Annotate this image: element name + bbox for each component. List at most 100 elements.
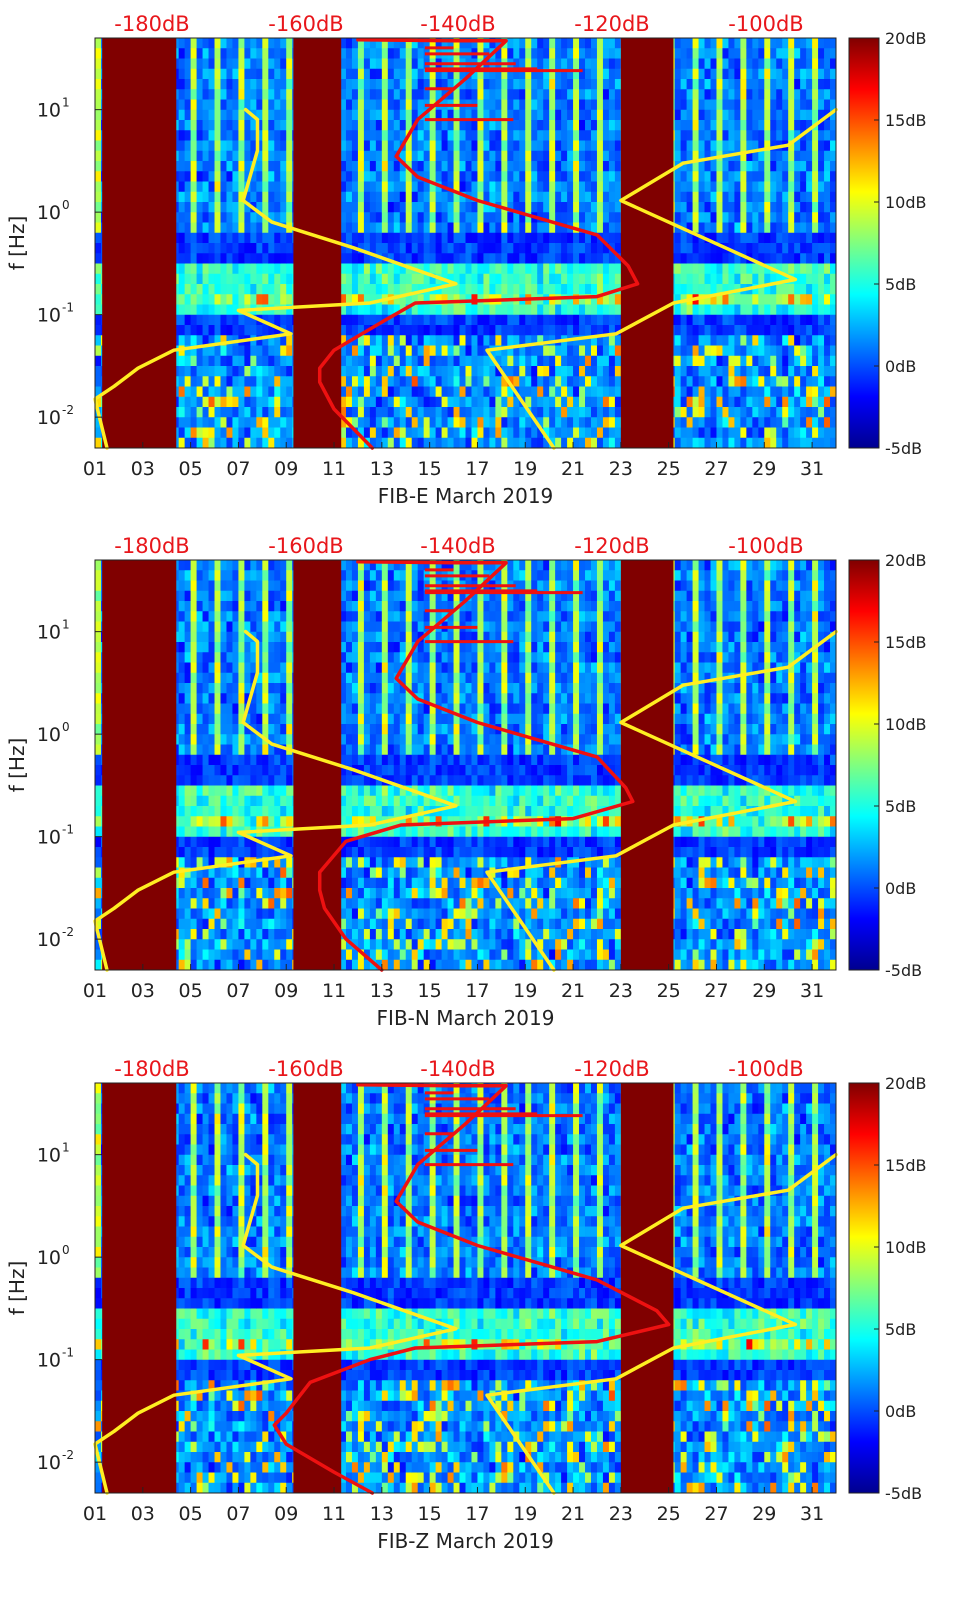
spectrogram-cell (286, 109, 293, 121)
spectrogram-cell (357, 263, 365, 275)
spectrogram-cell (567, 304, 574, 316)
spectrogram-cell (363, 68, 371, 80)
spectrogram-cell (489, 191, 496, 203)
spectrogram-cell (537, 417, 544, 428)
spectrogram-cell (573, 437, 580, 449)
spectrogram-cell (357, 109, 365, 121)
spectrogram-cell (393, 366, 401, 377)
spectrogram-cell (417, 191, 425, 203)
spectrogram-cell (381, 150, 389, 162)
spectrogram-cell (788, 396, 795, 408)
spectrogram-cell (794, 140, 801, 152)
spectrogram-cell (507, 243, 514, 254)
x-tick-label: 03 (131, 458, 155, 480)
spectrogram-cell (734, 355, 741, 367)
spectrogram-cell (674, 181, 682, 193)
spectrogram-cell (722, 232, 729, 244)
spectrogram-cell (477, 140, 484, 152)
spectrogram-cell (375, 48, 383, 59)
spectrogram-cell (220, 325, 227, 336)
spectrogram-cell (345, 130, 353, 141)
spectrogram-cell (507, 140, 514, 152)
spectrogram-cell (704, 222, 711, 234)
spectrogram-cell (393, 335, 401, 346)
spectrogram-cell (686, 304, 693, 316)
spectrogram-cell (214, 191, 221, 203)
spectrogram-cell (692, 335, 699, 346)
spectrogram-cell (471, 253, 478, 264)
spectrogram-cell (238, 58, 245, 70)
spectrogram-cell (262, 243, 269, 254)
spectrogram-cell (740, 89, 747, 100)
spectrogram-cell (369, 417, 377, 428)
spectrogram-cell (788, 253, 795, 264)
spectrogram-cell (740, 109, 747, 121)
spectrogram-cell (214, 120, 221, 131)
spectrogram-cell (830, 38, 837, 49)
spectrogram-cell (614, 325, 622, 336)
spectrogram-cell (423, 335, 431, 346)
spectrogram-cell (477, 273, 484, 285)
spectrogram-cell (608, 38, 616, 49)
spectrogram-cell (405, 171, 413, 182)
spectrogram-cell (585, 161, 592, 172)
spectrogram-cell (405, 150, 413, 162)
spectrogram-cell (202, 120, 209, 131)
spectrogram-cell (393, 38, 401, 49)
spectrogram-cell (393, 437, 401, 449)
spectrogram-cell (441, 161, 448, 172)
spectrogram-cell (453, 294, 460, 305)
spectrogram-cell (573, 376, 580, 387)
spectrogram-cell (340, 325, 347, 336)
spectrogram-cell (190, 120, 197, 131)
spectrogram-cell (238, 345, 245, 357)
spectrogram-cell (722, 222, 729, 234)
spectrogram-cell (345, 427, 353, 439)
spectrogram-cell (286, 89, 293, 100)
spectrogram-cell (728, 232, 735, 244)
spectrogram-cell (800, 232, 807, 244)
spectrogram-cell (459, 171, 466, 182)
spectrogram-cell (680, 284, 688, 295)
spectrogram-cell (220, 263, 227, 275)
spectrogram-cell (178, 376, 186, 387)
spectrogram-cell (698, 294, 705, 305)
spectrogram-cell (519, 345, 526, 357)
spectrogram-cell (674, 253, 682, 264)
spectrogram-cell (614, 345, 622, 357)
spectrogram-cell (507, 48, 514, 59)
spectrogram-cell (465, 437, 472, 449)
spectrogram-cell (824, 212, 831, 223)
spectrogram-cell (585, 304, 592, 316)
spectrogram-cell (614, 335, 622, 346)
spectrogram-cell (244, 89, 251, 100)
spectrogram-cell (501, 212, 508, 223)
spectrogram-cell (405, 109, 413, 121)
spectrogram-cell (208, 355, 215, 367)
spectrogram-cell (555, 140, 562, 152)
spectrogram-cell (824, 161, 831, 172)
spectrogram-cell (268, 140, 275, 152)
spectrogram-cell (226, 68, 233, 80)
spectrogram-cell (537, 243, 544, 254)
spectrogram-cell (441, 222, 448, 234)
spectrogram-cell (710, 222, 717, 234)
spectrogram-cell (202, 161, 209, 172)
spectrogram-cell (812, 284, 819, 295)
spectrogram-cell (184, 284, 192, 295)
spectrogram-cell (393, 355, 401, 367)
spectrogram-cell (770, 181, 777, 193)
spectrogram-cell (477, 109, 484, 121)
spectrogram-cell (393, 140, 401, 152)
spectrogram-cell (776, 89, 783, 100)
spectrogram-cell (728, 48, 735, 59)
spectrogram-cell (429, 120, 437, 131)
spectrogram-cell (381, 48, 389, 59)
spectrogram-cell (441, 417, 448, 428)
spectrogram-cell (537, 191, 544, 203)
spectrogram-cell (561, 109, 568, 121)
spectrogram-cell (447, 161, 454, 172)
spectrogram-cell (782, 191, 789, 203)
spectrogram-cell (220, 407, 227, 418)
spectrogram-cell (674, 263, 682, 275)
